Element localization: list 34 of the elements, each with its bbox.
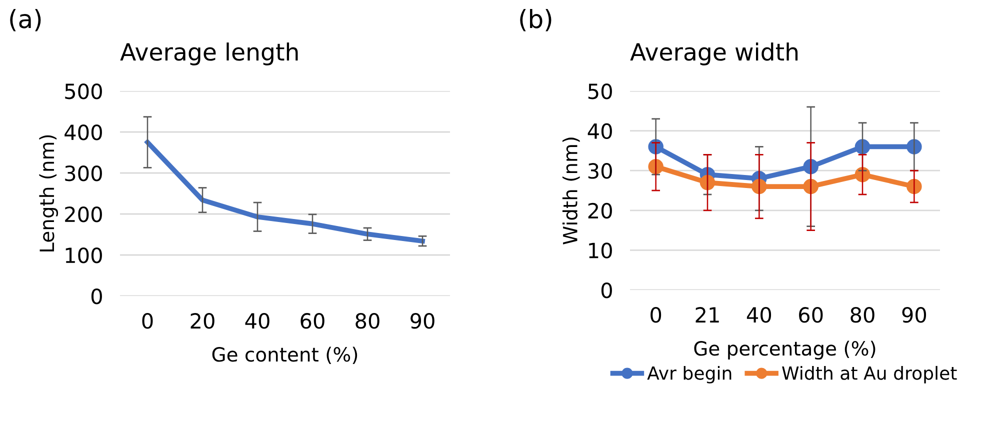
- x-axis-title: Ge percentage (%): [694, 340, 876, 360]
- text: (a): [10, 9, 41, 32]
- y-tick-label: 10: [589, 242, 612, 258]
- y-axis-title: Length (nm): [39, 135, 58, 252]
- x-axis-title: Ge content (%): [212, 346, 358, 364]
- x-tick-label: 40: [746, 307, 772, 323]
- y-tick-label: 30: [588, 163, 612, 179]
- x-tick-label: 90: [410, 313, 434, 329]
- y-tick-label: 0: [91, 288, 102, 304]
- y-tick-label: 40: [588, 123, 612, 140]
- x-tick-label: 60: [799, 307, 823, 323]
- legend-label: Width at Au droplet: [782, 366, 957, 384]
- x-tick-label: 20: [190, 313, 214, 329]
- x-tick-label: 0: [650, 307, 662, 323]
- x-tick-label: 21: [696, 307, 719, 322]
- x-tick-label: 80: [356, 313, 380, 329]
- y-tick-label: 50: [588, 83, 612, 100]
- x-tick-label: 0: [142, 313, 153, 329]
- x-tick-label: 60: [300, 313, 324, 329]
- y-tick-label: 0: [601, 282, 612, 298]
- chart-title: Average width: [630, 42, 798, 66]
- y-tick-label: 20: [588, 202, 612, 219]
- y-axis-title: Width (nm): [562, 138, 580, 244]
- x-tick-label: 40: [245, 313, 270, 329]
- text: (b): [520, 9, 552, 32]
- x-tick-label: 90: [902, 307, 926, 323]
- chart-title: Average length: [120, 42, 298, 66]
- y-tick-label: 200: [65, 206, 102, 222]
- y-tick-label: 500: [65, 83, 102, 100]
- y-tick-label: 400: [64, 124, 102, 140]
- legend-label: Avr begin: [647, 366, 732, 384]
- y-tick-label: 100: [66, 247, 102, 264]
- y-tick-label: 300: [65, 165, 102, 182]
- x-tick-label: 80: [850, 307, 874, 323]
